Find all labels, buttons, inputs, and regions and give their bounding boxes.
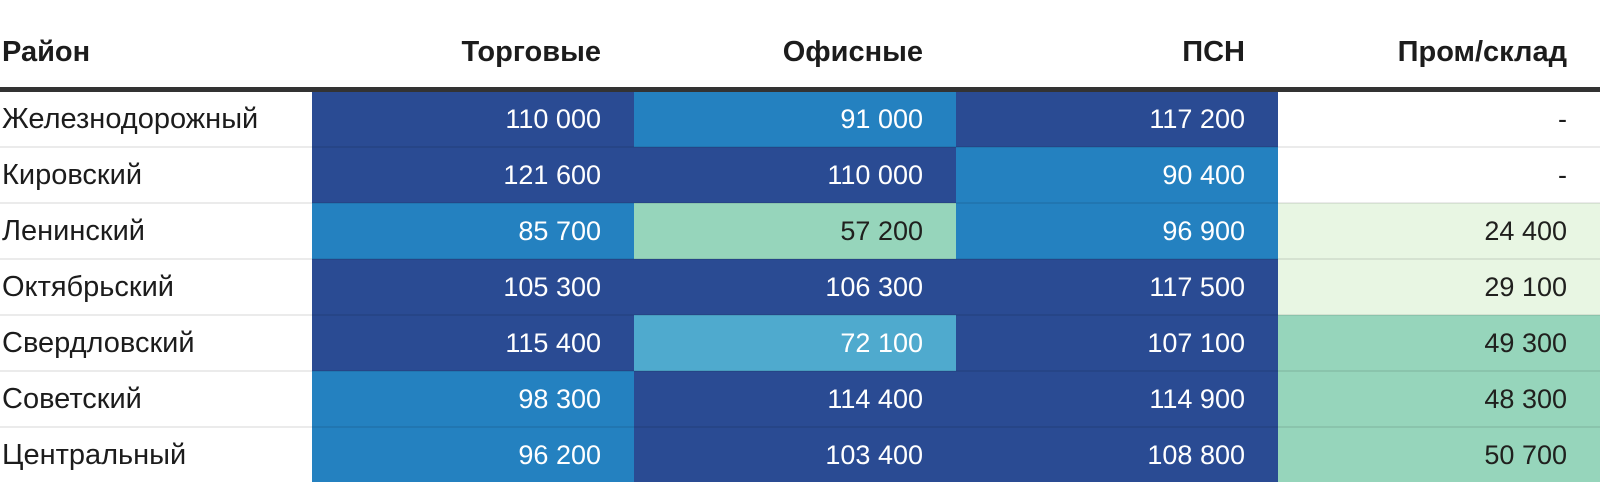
table-row: Советский 98 300 114 400 114 900 48 300 <box>0 370 1600 427</box>
value-cell: 107 100 <box>956 314 1278 371</box>
column-header-ofisnye: Офисные <box>634 0 956 92</box>
value-cell: 48 300 <box>1278 370 1600 427</box>
district-label: Кировский <box>0 146 312 203</box>
value-cell: 96 900 <box>956 202 1278 259</box>
value-cell: 117 500 <box>956 258 1278 315</box>
value-cell: 106 300 <box>634 258 956 315</box>
value-cell: 29 100 <box>1278 258 1600 315</box>
district-label: Железнодорожный <box>0 89 312 147</box>
value-cell: 108 800 <box>956 426 1278 482</box>
district-label: Свердловский <box>0 314 312 371</box>
value-cell: 121 600 <box>312 146 634 203</box>
value-cell: 115 400 <box>312 314 634 371</box>
value-cell: - <box>1278 146 1600 203</box>
value-cell: 114 900 <box>956 370 1278 427</box>
table-row: Железнодорожный 110 000 91 000 117 200- <box>0 89 1600 147</box>
value-cell: 24 400 <box>1278 202 1600 259</box>
value-cell: 105 300 <box>312 258 634 315</box>
district-label: Ленинский <box>0 202 312 259</box>
district-label: Советский <box>0 370 312 427</box>
table-header: Район Торговые Офисные ПСН Пром/склад <box>0 0 1600 92</box>
column-header-torgovye: Торговые <box>312 0 634 92</box>
value-cell: 50 700 <box>1278 426 1600 482</box>
value-cell: 90 400 <box>956 146 1278 203</box>
table-row: Центральный 96 200 103 400 108 800 50 700 <box>0 426 1600 482</box>
column-header-district: Район <box>0 0 312 92</box>
column-header-psn: ПСН <box>956 0 1278 92</box>
column-header-prom_sklad: Пром/склад <box>1278 0 1600 92</box>
table-row: Свердловский 115 400 72 100 107 100 49 300 <box>0 314 1600 371</box>
table-row: Кировский 121 600 110 000 90 400- <box>0 146 1600 203</box>
value-cell: 91 000 <box>634 89 956 147</box>
district-label: Октябрьский <box>0 258 312 315</box>
header-row: Район Торговые Офисные ПСН Пром/склад <box>0 0 1600 92</box>
table-row: Ленинский 85 700 57 200 96 900 24 400 <box>0 202 1600 259</box>
value-cell: 103 400 <box>634 426 956 482</box>
table-row: Октябрьский 105 300 106 300 117 500 29 100 <box>0 258 1600 315</box>
value-cell: 110 000 <box>634 146 956 203</box>
district-price-table: Район Торговые Офисные ПСН Пром/склад Железн… <box>0 0 1600 482</box>
value-cell: 85 700 <box>312 202 634 259</box>
value-cell: - <box>1278 89 1600 147</box>
value-cell: 114 400 <box>634 370 956 427</box>
value-cell: 98 300 <box>312 370 634 427</box>
value-cell: 96 200 <box>312 426 634 482</box>
value-cell: 49 300 <box>1278 314 1600 371</box>
value-cell: 110 000 <box>312 89 634 147</box>
value-cell: 117 200 <box>956 89 1278 147</box>
table-body: Железнодорожный 110 000 91 000 117 200- Киро… <box>0 89 1600 482</box>
value-cell: 57 200 <box>634 202 956 259</box>
district-label: Центральный <box>0 426 312 482</box>
value-cell: 72 100 <box>634 314 956 371</box>
